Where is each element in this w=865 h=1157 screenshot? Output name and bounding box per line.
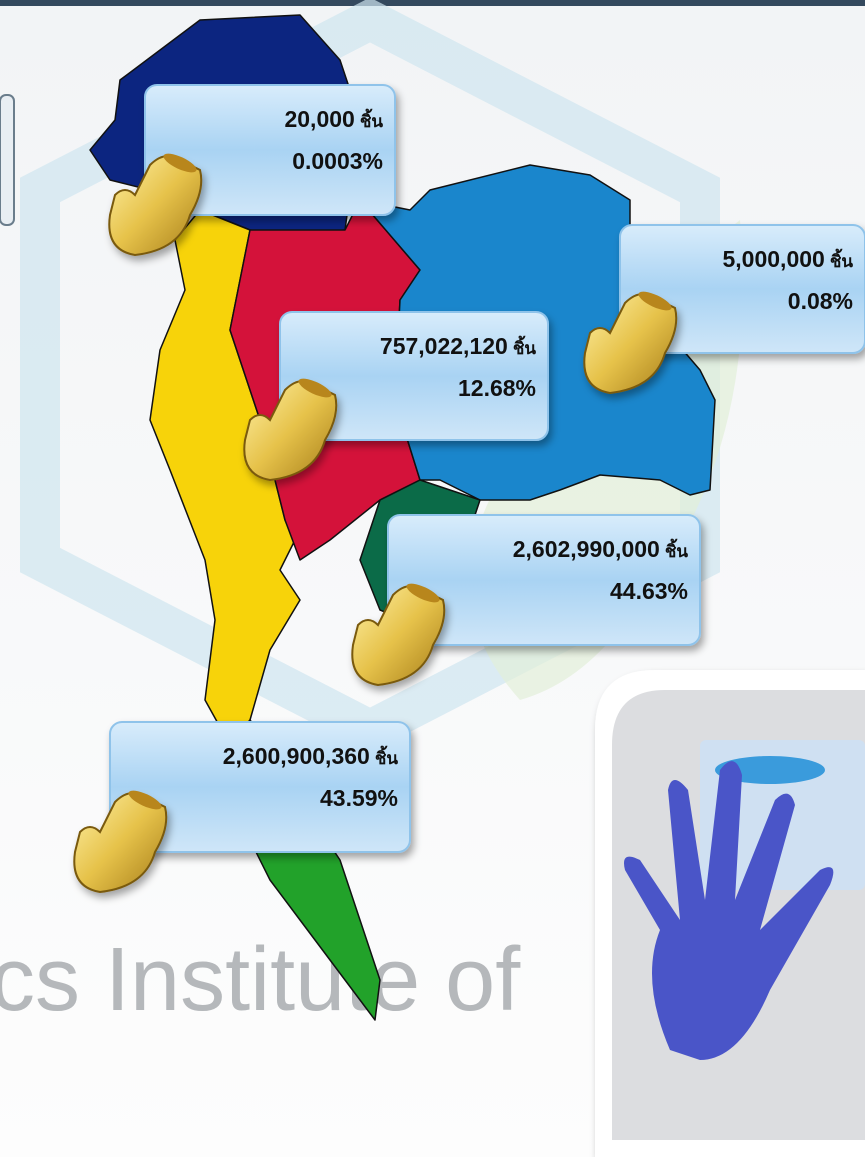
amount: 20,000 bbox=[284, 106, 354, 132]
callout-percent: 0.0003% bbox=[292, 148, 383, 174]
amount: 5,000,000 bbox=[723, 246, 825, 272]
top-bar bbox=[0, 0, 865, 6]
side-tab bbox=[0, 95, 14, 225]
unit: ชิ้น bbox=[665, 538, 689, 561]
infographic: cs Institute of 20,000 ชิ้น 0.0003% 5,000,0… bbox=[0, 0, 865, 1157]
unit: ชิ้น bbox=[830, 248, 854, 271]
callout-percent: 0.08% bbox=[788, 288, 853, 314]
amount: 2,600,900,360 bbox=[223, 743, 370, 769]
page: cs Institute of 20,000 ชิ้น 0.0003% 5,000,0… bbox=[0, 0, 865, 1157]
unit: ชิ้น bbox=[513, 335, 537, 358]
amount: 2,602,990,000 bbox=[513, 536, 660, 562]
callout-percent: 12.68% bbox=[458, 375, 536, 401]
unit: ชิ้น bbox=[360, 108, 384, 131]
callout-percent: 43.59% bbox=[320, 785, 398, 811]
photo bbox=[595, 670, 865, 1157]
watermark-text: cs Institute of bbox=[0, 930, 521, 1030]
unit: ชิ้น bbox=[375, 745, 399, 768]
callout-percent: 44.63% bbox=[610, 578, 688, 604]
amount: 757,022,120 bbox=[380, 333, 508, 359]
